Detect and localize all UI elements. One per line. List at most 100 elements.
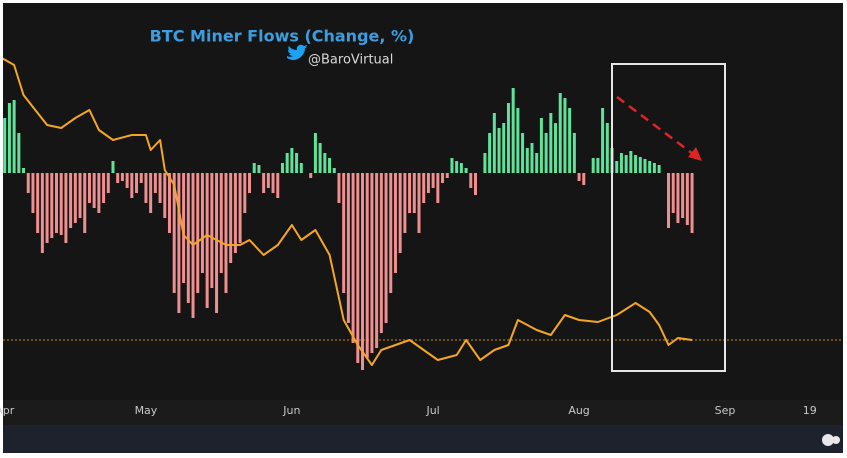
bar (497, 128, 501, 173)
bar (280, 163, 284, 173)
chart-subtitle: @BaroVirtual (308, 53, 393, 68)
bar (111, 161, 115, 173)
bar (163, 173, 167, 218)
bar (271, 173, 275, 193)
x-tick-label: May (135, 404, 158, 417)
bar (290, 148, 294, 173)
bar (116, 173, 120, 183)
bar (69, 173, 73, 228)
bar (502, 123, 506, 173)
bar (313, 133, 317, 173)
bar (7, 103, 11, 173)
bar (417, 173, 421, 233)
bar (615, 161, 619, 173)
bar (40, 173, 44, 253)
bar (521, 133, 525, 173)
bar (177, 173, 181, 313)
bar (596, 158, 600, 173)
bar (483, 153, 487, 173)
bar (525, 148, 529, 173)
bar (59, 173, 63, 235)
bar (544, 133, 548, 173)
bar (657, 165, 661, 173)
bar (295, 153, 299, 173)
bar (535, 153, 539, 173)
bar (285, 153, 289, 173)
bar (398, 173, 402, 253)
bar (667, 173, 671, 228)
bar (167, 173, 171, 233)
bar (224, 173, 228, 293)
bar (375, 173, 379, 348)
bar (450, 158, 454, 173)
bar (506, 103, 510, 173)
bar (215, 173, 219, 313)
bar (605, 123, 609, 173)
bar (351, 173, 355, 343)
highlight-box (611, 63, 726, 372)
bar (50, 173, 54, 238)
bar (144, 173, 148, 203)
bar (318, 143, 322, 173)
bar (153, 173, 157, 193)
bar (652, 163, 656, 173)
bar (384, 173, 388, 323)
bar (488, 133, 492, 173)
bar (648, 161, 652, 173)
bar (125, 173, 129, 188)
bar (149, 173, 153, 213)
bar (516, 108, 520, 173)
bar (12, 100, 16, 173)
bar (634, 155, 638, 173)
line-series (3, 57, 693, 366)
bar (577, 173, 581, 181)
bar (572, 133, 576, 173)
bar (102, 173, 106, 203)
bar (346, 173, 350, 323)
bar (638, 157, 642, 173)
bar (549, 113, 553, 173)
bar (17, 133, 21, 173)
bar (64, 173, 68, 243)
bar (459, 163, 463, 173)
bar (690, 173, 694, 233)
bar (511, 88, 515, 173)
bar (469, 173, 473, 188)
plot (3, 57, 843, 370)
bar (676, 173, 680, 223)
twitter-icon (287, 44, 307, 60)
bar (426, 173, 430, 193)
bar (158, 173, 162, 203)
bar (248, 173, 252, 193)
bar (210, 173, 214, 288)
bar (26, 173, 30, 193)
bar (205, 173, 209, 308)
bar (262, 173, 266, 193)
bar (78, 173, 82, 218)
bar (186, 173, 190, 303)
bar (539, 118, 543, 173)
bar (257, 165, 261, 173)
bar (73, 173, 77, 223)
logo (822, 434, 840, 446)
bar (31, 173, 35, 213)
bar (464, 168, 468, 173)
bar (685, 173, 689, 225)
bar (233, 173, 237, 253)
x-tick-label: Jul (425, 404, 439, 417)
bar (299, 163, 303, 173)
bar (473, 173, 477, 195)
bar (54, 173, 58, 233)
bar (92, 173, 96, 208)
bar (219, 173, 223, 273)
bar (87, 173, 91, 203)
bar (379, 173, 383, 333)
bar (431, 173, 435, 188)
bar (83, 173, 87, 233)
bar (441, 173, 445, 183)
bar (342, 173, 346, 293)
bar (328, 158, 332, 173)
bar (332, 168, 336, 173)
bar (243, 173, 247, 213)
bar (309, 173, 313, 178)
